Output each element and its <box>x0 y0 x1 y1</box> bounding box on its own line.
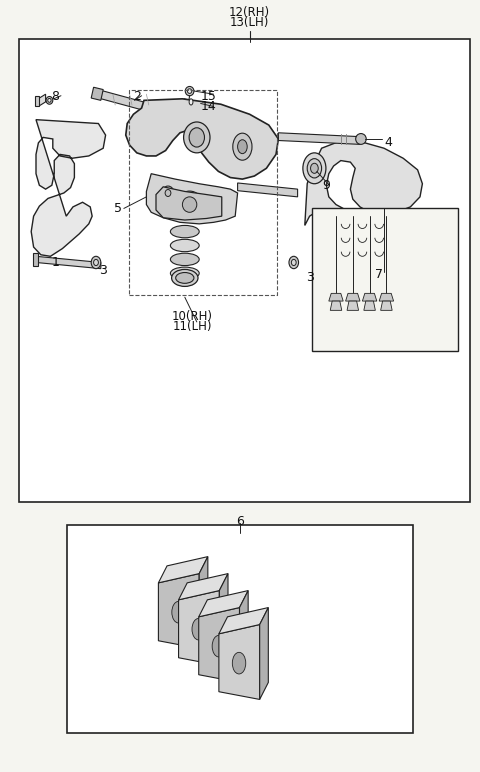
Ellipse shape <box>176 273 194 283</box>
Polygon shape <box>126 99 278 179</box>
Text: 8: 8 <box>51 90 59 103</box>
Ellipse shape <box>46 96 53 104</box>
Polygon shape <box>156 187 222 220</box>
Polygon shape <box>35 96 39 106</box>
Ellipse shape <box>311 163 318 173</box>
Ellipse shape <box>291 259 296 266</box>
Polygon shape <box>219 608 268 634</box>
Ellipse shape <box>170 239 199 252</box>
Ellipse shape <box>91 256 101 269</box>
Bar <box>67 525 413 733</box>
Polygon shape <box>362 293 377 301</box>
Text: 12(RH): 12(RH) <box>229 6 270 19</box>
Text: 7: 7 <box>375 268 383 280</box>
Ellipse shape <box>233 133 252 160</box>
Polygon shape <box>330 301 342 310</box>
Text: 4: 4 <box>385 137 393 149</box>
Polygon shape <box>199 608 240 682</box>
Polygon shape <box>364 301 375 310</box>
Ellipse shape <box>170 253 199 266</box>
Ellipse shape <box>170 267 199 279</box>
Bar <box>19 39 470 502</box>
Polygon shape <box>219 574 228 665</box>
Polygon shape <box>146 174 238 224</box>
Text: 10(RH): 10(RH) <box>171 310 213 323</box>
Polygon shape <box>179 591 219 665</box>
Text: 6: 6 <box>236 515 244 527</box>
Text: 5: 5 <box>114 202 121 215</box>
Polygon shape <box>31 120 106 256</box>
Text: 15: 15 <box>201 90 217 103</box>
Polygon shape <box>381 301 392 310</box>
Ellipse shape <box>177 191 203 218</box>
Polygon shape <box>278 133 360 144</box>
Polygon shape <box>98 90 178 119</box>
Polygon shape <box>39 94 46 106</box>
Polygon shape <box>219 625 260 699</box>
Text: 2: 2 <box>133 90 141 103</box>
Text: 11(LH): 11(LH) <box>172 320 212 333</box>
Polygon shape <box>260 608 268 699</box>
Ellipse shape <box>48 99 51 102</box>
Text: 14: 14 <box>201 100 216 113</box>
Ellipse shape <box>192 618 205 640</box>
Ellipse shape <box>212 635 226 657</box>
Text: 3: 3 <box>99 264 107 276</box>
Ellipse shape <box>172 269 198 286</box>
Ellipse shape <box>189 128 204 147</box>
Ellipse shape <box>289 256 299 269</box>
Polygon shape <box>346 293 360 301</box>
Ellipse shape <box>182 197 197 212</box>
Text: 1: 1 <box>51 256 59 269</box>
Polygon shape <box>199 557 208 648</box>
Ellipse shape <box>356 134 366 144</box>
Bar <box>129 90 277 295</box>
Polygon shape <box>238 183 298 197</box>
Polygon shape <box>183 99 199 110</box>
Ellipse shape <box>94 259 98 266</box>
Bar <box>312 208 458 351</box>
Text: 9: 9 <box>323 179 330 191</box>
Ellipse shape <box>162 186 174 200</box>
Ellipse shape <box>183 122 210 153</box>
Ellipse shape <box>165 189 171 197</box>
Polygon shape <box>379 293 394 301</box>
Ellipse shape <box>307 158 322 178</box>
Polygon shape <box>199 591 248 617</box>
Ellipse shape <box>170 225 199 238</box>
Polygon shape <box>179 574 228 600</box>
Polygon shape <box>91 87 103 100</box>
Polygon shape <box>305 139 422 225</box>
Polygon shape <box>158 557 208 583</box>
Text: 13(LH): 13(LH) <box>230 15 269 29</box>
Polygon shape <box>240 591 248 682</box>
Polygon shape <box>33 253 38 266</box>
Polygon shape <box>158 574 199 648</box>
Ellipse shape <box>185 86 194 96</box>
Ellipse shape <box>303 153 326 184</box>
Ellipse shape <box>232 652 246 674</box>
Text: 3: 3 <box>306 272 313 284</box>
Ellipse shape <box>238 140 247 154</box>
Polygon shape <box>329 293 343 301</box>
Polygon shape <box>347 301 359 310</box>
Ellipse shape <box>188 89 192 93</box>
Ellipse shape <box>172 601 185 623</box>
Polygon shape <box>36 256 101 269</box>
Ellipse shape <box>189 99 193 105</box>
